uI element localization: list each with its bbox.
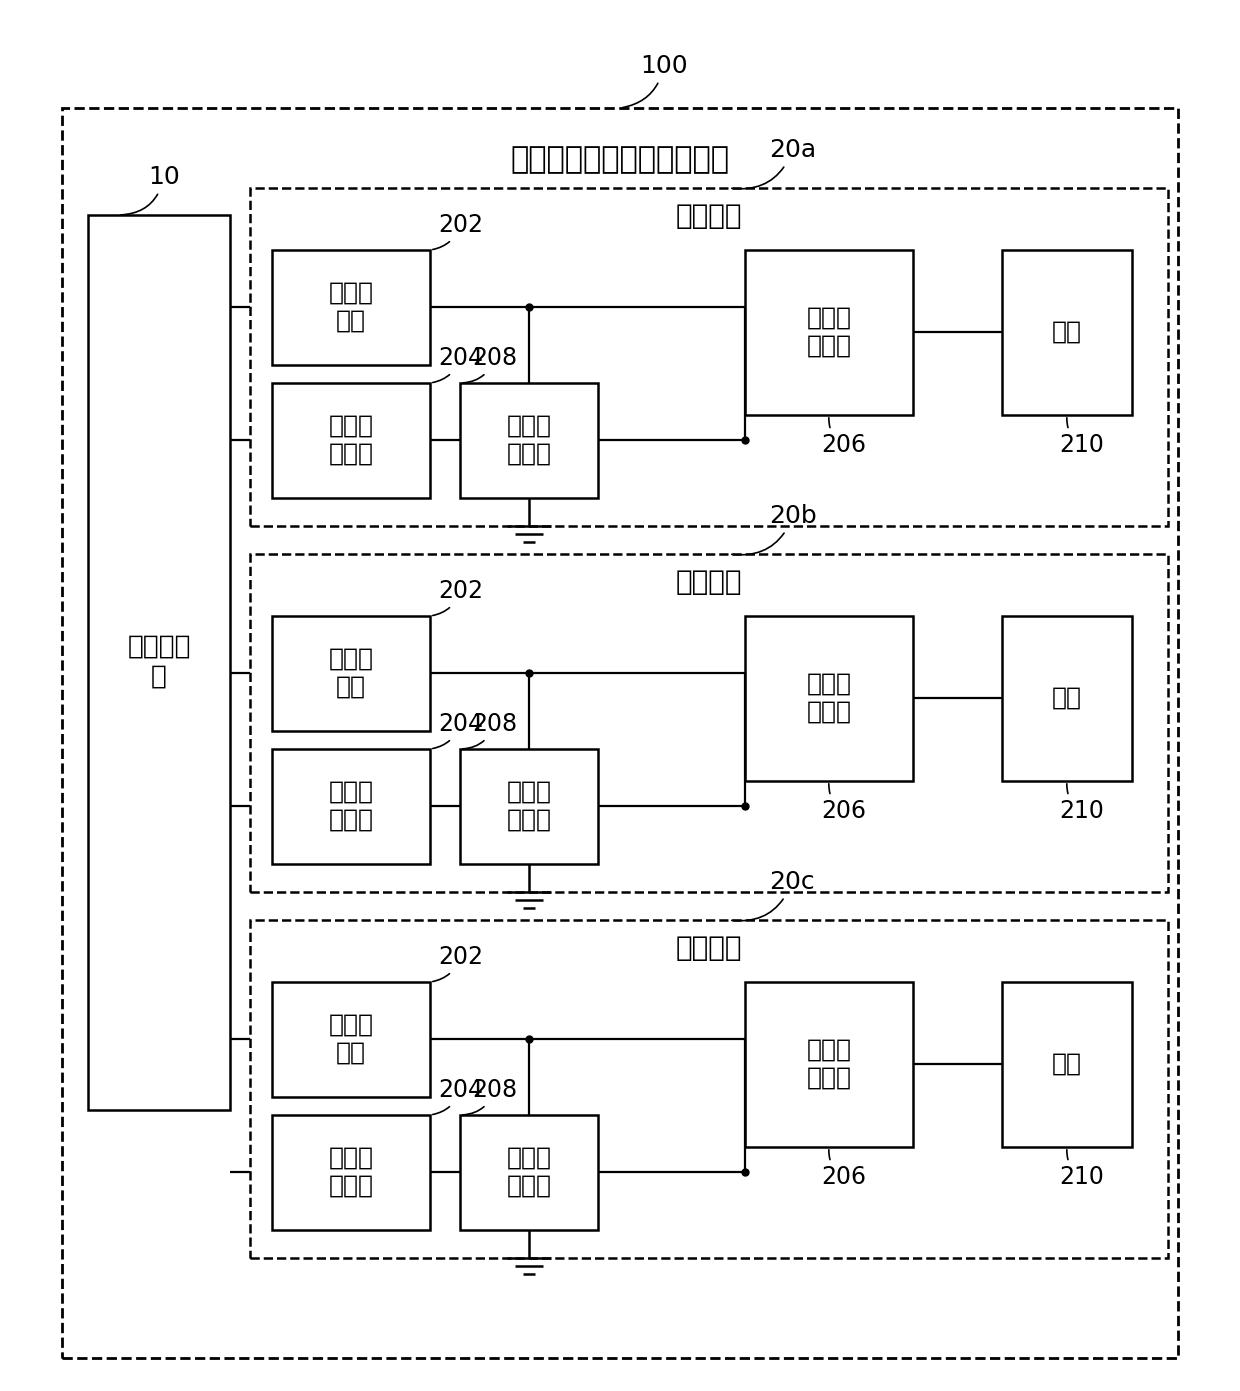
Text: 天线: 天线 xyxy=(1052,1052,1083,1077)
Text: 收发单元: 收发单元 xyxy=(676,202,743,230)
Text: 低噪声
放大器: 低噪声 放大器 xyxy=(329,415,373,466)
Text: 202: 202 xyxy=(433,213,484,249)
Bar xyxy=(745,250,913,415)
Bar xyxy=(272,383,430,498)
Text: 收发单元: 收发单元 xyxy=(676,568,743,595)
Bar xyxy=(88,216,229,1110)
Bar xyxy=(272,982,430,1097)
Bar xyxy=(272,250,430,364)
Bar xyxy=(272,616,430,732)
Text: 20b: 20b xyxy=(732,504,817,555)
Text: 第二开
关单元: 第二开 关单元 xyxy=(506,1146,552,1198)
Bar xyxy=(460,748,598,864)
Text: 功率放
大器: 功率放 大器 xyxy=(329,647,373,698)
Text: 208: 208 xyxy=(463,346,517,383)
Text: 202: 202 xyxy=(433,944,484,982)
Text: 100: 100 xyxy=(622,54,688,107)
Text: 210: 210 xyxy=(1059,783,1104,823)
Text: 第一开
关单元: 第一开 关单元 xyxy=(806,672,852,723)
Bar xyxy=(1002,982,1132,1148)
Text: 20a: 20a xyxy=(732,138,816,189)
Text: 10: 10 xyxy=(120,166,180,214)
Text: 功率放
大器: 功率放 大器 xyxy=(329,1013,373,1066)
Text: 低噪声
放大器: 低噪声 放大器 xyxy=(329,1146,373,1198)
Text: 208: 208 xyxy=(463,1078,517,1114)
Bar xyxy=(250,188,1168,526)
Text: 低噪声
放大器: 低噪声 放大器 xyxy=(329,780,373,832)
Text: 206: 206 xyxy=(821,783,866,823)
Text: 204: 204 xyxy=(433,346,484,383)
Bar xyxy=(250,919,1168,1257)
Bar xyxy=(745,616,913,780)
Text: 第一开
关单元: 第一开 关单元 xyxy=(806,1038,852,1091)
Bar xyxy=(1002,250,1132,415)
Bar xyxy=(745,982,913,1148)
Text: 第二开
关单元: 第二开 关单元 xyxy=(506,780,552,832)
Bar xyxy=(250,554,1168,892)
Text: 206: 206 xyxy=(821,1150,866,1189)
Bar xyxy=(272,1116,430,1230)
Text: 210: 210 xyxy=(1059,1150,1104,1189)
Text: 204: 204 xyxy=(433,1078,484,1114)
Text: 204: 204 xyxy=(433,712,484,748)
Text: 功率放
大器: 功率放 大器 xyxy=(329,281,373,332)
Text: 多输入多输出天线收发电路: 多输入多输出天线收发电路 xyxy=(511,146,729,174)
Text: 206: 206 xyxy=(821,417,866,458)
Text: 收发单元: 收发单元 xyxy=(676,933,743,963)
Bar xyxy=(1002,616,1132,780)
Text: 天线: 天线 xyxy=(1052,320,1083,344)
Text: 天线: 天线 xyxy=(1052,686,1083,709)
Text: 210: 210 xyxy=(1059,417,1104,458)
Bar xyxy=(62,108,1178,1358)
Text: 射频收发
器: 射频收发 器 xyxy=(128,634,191,690)
Bar xyxy=(460,1116,598,1230)
Text: 202: 202 xyxy=(433,579,484,616)
Text: 第二开
关单元: 第二开 关单元 xyxy=(506,415,552,466)
Text: 第一开
关单元: 第一开 关单元 xyxy=(806,306,852,357)
Text: 208: 208 xyxy=(463,712,517,748)
Bar xyxy=(460,383,598,498)
Text: 20c: 20c xyxy=(732,869,815,921)
Bar xyxy=(272,748,430,864)
